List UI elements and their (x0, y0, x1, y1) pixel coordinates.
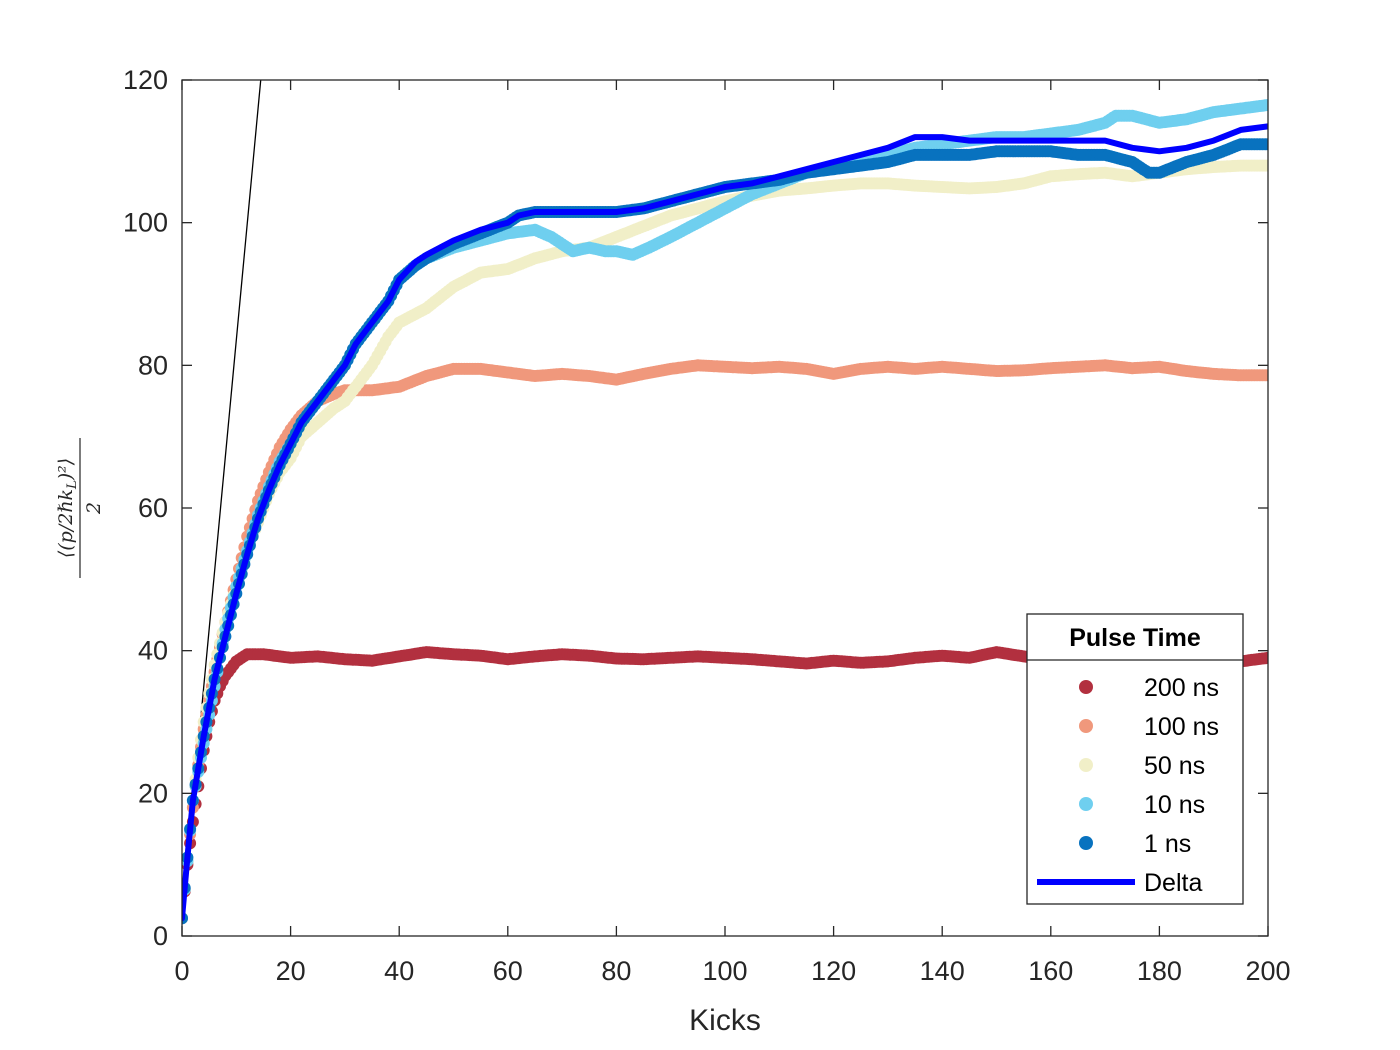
data-layer (182, 80, 1268, 925)
legend-label: 50 ns (1144, 752, 1205, 780)
x-tick-label: 120 (811, 956, 856, 986)
legend-label: 200 ns (1144, 674, 1219, 702)
y-tick-label: 60 (138, 493, 168, 523)
legend-title: Pulse Time (1069, 624, 1201, 652)
y-axis-title-denominator: 2 (83, 502, 105, 515)
x-tick-label: 40 (384, 956, 414, 986)
y-tick-label: 20 (138, 778, 168, 808)
y-tick-label: 40 (138, 636, 168, 666)
legend-box (1026, 613, 1244, 905)
x-tick-label: 80 (601, 956, 631, 986)
legend-label: Delta (1144, 869, 1202, 897)
data-point (1262, 369, 1268, 382)
legend: Pulse Time 200 ns 100 ns 50 ns 10 ns 1 ns Del… (1026, 613, 1244, 905)
x-tick-label: 0 (174, 956, 189, 986)
x-tick-label: 100 (702, 956, 747, 986)
legend-marker (1079, 797, 1093, 811)
series-delta (182, 123, 1268, 922)
legend-marker (1079, 836, 1093, 850)
y-tick-label: 0 (153, 921, 168, 951)
legend-item-10-ns: 10 ns (1079, 791, 1205, 819)
y-tick-label: 120 (123, 65, 168, 95)
y-tick-label: 80 (138, 350, 168, 380)
legend-item-50-ns: 50 ns (1079, 752, 1205, 780)
legend-item-delta: Delta (1037, 869, 1202, 897)
legend-label: 100 ns (1144, 713, 1219, 741)
legend-item-200-ns: 200 ns (1079, 674, 1219, 702)
legend-marker (1079, 719, 1093, 733)
y-tick-label: 100 (123, 208, 168, 238)
x-tick-label: 180 (1137, 956, 1182, 986)
series-line (182, 123, 1268, 922)
legend-marker (1079, 680, 1093, 694)
legend-label: 10 ns (1144, 791, 1205, 819)
legend-item-100-ns: 100 ns (1079, 713, 1219, 741)
data-point (1262, 159, 1268, 172)
x-tick-label: 160 (1028, 956, 1073, 986)
x-tick-label: 140 (920, 956, 965, 986)
legend-item-1-ns: 1 ns (1079, 830, 1191, 858)
x-tick-label: 200 (1245, 956, 1290, 986)
data-point (1262, 138, 1268, 151)
y-axis-title: ⟨(p/2ℏkL)²⟩ 2 (55, 438, 105, 578)
data-point (1262, 99, 1268, 111)
x-tick-label: 20 (276, 956, 306, 986)
y-axis-title-numerator: ⟨(p/2ℏkL)²⟩ (55, 458, 80, 558)
x-axis-title: Kicks (689, 1004, 761, 1037)
x-tick-label: 60 (493, 956, 523, 986)
data-point (1262, 651, 1268, 664)
legend-marker (1079, 758, 1093, 772)
legend-label: 1 ns (1144, 830, 1191, 858)
axis-ticks: 0 20 40 60 80 100 120 140 160 180 200 0 20 40 60 80 100 1… (123, 65, 1291, 986)
